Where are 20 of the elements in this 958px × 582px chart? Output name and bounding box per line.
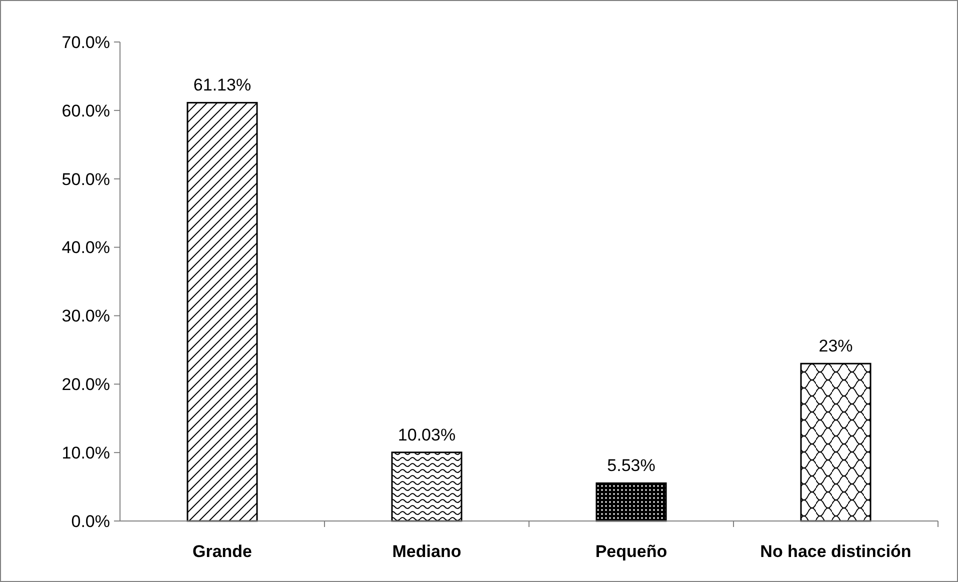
bar [800, 362, 872, 522]
data-label: 5.53% [607, 456, 656, 476]
y-tick-label: 20.0% [62, 375, 110, 394]
x-tick-label: Pequeño [595, 542, 668, 561]
y-tick-label: 50.0% [62, 170, 110, 189]
bar [596, 482, 667, 522]
y-tick-label: 0.0% [71, 512, 110, 531]
y-tick-label: 40.0% [62, 238, 110, 258]
x-tick-label: No hace distinción [760, 542, 912, 561]
bar [186, 102, 258, 522]
data-label: 61.13% [193, 76, 252, 95]
y-tick-label: 70.0% [62, 32, 110, 52]
x-tick-label: Grande [192, 542, 252, 561]
data-label: 10.03% [398, 425, 456, 444]
x-tick-label: Mediano [392, 542, 462, 561]
bar [391, 452, 462, 522]
y-tick-label: 60.0% [62, 101, 110, 120]
y-tick-label: 30.0% [62, 306, 110, 326]
y-tick-label: 10.0% [62, 444, 110, 463]
data-label: 23% [818, 336, 853, 356]
